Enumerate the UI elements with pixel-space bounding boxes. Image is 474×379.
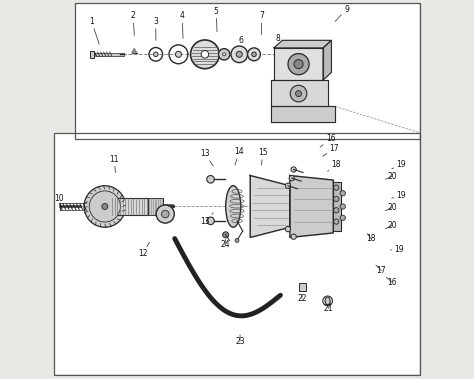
Circle shape xyxy=(223,232,228,238)
Text: 7: 7 xyxy=(259,11,264,35)
Polygon shape xyxy=(271,106,335,122)
Circle shape xyxy=(201,50,209,58)
Text: 17: 17 xyxy=(323,144,339,156)
Text: 16: 16 xyxy=(320,134,336,147)
Bar xyxy=(90,50,94,58)
Bar xyxy=(74,3,420,138)
Polygon shape xyxy=(271,80,328,106)
Text: 3: 3 xyxy=(154,17,158,40)
Circle shape xyxy=(207,175,214,183)
Text: 14: 14 xyxy=(234,147,244,165)
Ellipse shape xyxy=(226,186,241,227)
Text: 23: 23 xyxy=(235,335,245,346)
Circle shape xyxy=(289,175,294,181)
Circle shape xyxy=(294,60,303,69)
Circle shape xyxy=(191,40,219,69)
Text: 18: 18 xyxy=(328,160,341,171)
Circle shape xyxy=(252,52,256,56)
Bar xyxy=(299,283,306,291)
Text: 20: 20 xyxy=(385,203,397,212)
Circle shape xyxy=(334,185,339,190)
Circle shape xyxy=(290,85,307,102)
Text: 5: 5 xyxy=(214,7,219,32)
Text: 17: 17 xyxy=(376,265,386,275)
Circle shape xyxy=(231,46,247,63)
Text: 20: 20 xyxy=(385,221,397,230)
Circle shape xyxy=(340,215,346,221)
Text: 19: 19 xyxy=(392,191,406,200)
Text: 19: 19 xyxy=(392,160,406,169)
Text: 21: 21 xyxy=(324,303,333,313)
Bar xyxy=(148,198,163,215)
Bar xyxy=(333,182,341,231)
Circle shape xyxy=(219,49,230,60)
Circle shape xyxy=(156,205,174,223)
Bar xyxy=(110,198,148,215)
Circle shape xyxy=(334,208,339,213)
Text: 9: 9 xyxy=(335,5,349,22)
Text: 10: 10 xyxy=(54,194,66,207)
Text: 8: 8 xyxy=(275,34,280,43)
Text: 15: 15 xyxy=(258,148,267,165)
Circle shape xyxy=(295,91,301,97)
Circle shape xyxy=(236,51,242,57)
Circle shape xyxy=(340,191,346,196)
Text: 2: 2 xyxy=(131,11,136,35)
Text: 16: 16 xyxy=(386,277,397,287)
Circle shape xyxy=(334,196,339,202)
Circle shape xyxy=(334,219,339,224)
Text: 1: 1 xyxy=(89,17,99,44)
Text: 19: 19 xyxy=(391,246,404,254)
Circle shape xyxy=(247,48,260,61)
Text: 20: 20 xyxy=(385,172,397,181)
Circle shape xyxy=(84,186,126,227)
Text: 4: 4 xyxy=(180,11,185,38)
Text: 11: 11 xyxy=(109,155,119,172)
Text: 12: 12 xyxy=(138,242,149,258)
Text: 13: 13 xyxy=(200,149,213,166)
Circle shape xyxy=(285,227,291,232)
Circle shape xyxy=(154,52,158,56)
Text: 22: 22 xyxy=(297,294,307,303)
Circle shape xyxy=(102,204,108,210)
Circle shape xyxy=(291,167,296,172)
Polygon shape xyxy=(274,48,323,80)
Text: 18: 18 xyxy=(366,234,376,243)
Ellipse shape xyxy=(325,297,330,305)
Polygon shape xyxy=(274,40,331,48)
Polygon shape xyxy=(250,175,290,238)
Bar xyxy=(54,133,420,374)
Polygon shape xyxy=(290,175,333,238)
Circle shape xyxy=(89,191,120,222)
Bar xyxy=(75,3,419,138)
Circle shape xyxy=(207,217,214,225)
Bar xyxy=(95,53,124,56)
Polygon shape xyxy=(132,49,137,53)
Circle shape xyxy=(223,53,226,56)
Circle shape xyxy=(175,51,182,57)
Circle shape xyxy=(323,296,333,306)
Text: 13: 13 xyxy=(200,213,213,226)
Text: 6: 6 xyxy=(238,36,243,45)
Circle shape xyxy=(291,234,296,240)
Circle shape xyxy=(235,239,239,242)
Circle shape xyxy=(162,210,169,218)
Polygon shape xyxy=(323,40,331,80)
Text: 24: 24 xyxy=(220,240,230,249)
Bar xyxy=(55,134,419,374)
Circle shape xyxy=(340,204,346,209)
Circle shape xyxy=(285,183,291,188)
Circle shape xyxy=(288,53,309,75)
